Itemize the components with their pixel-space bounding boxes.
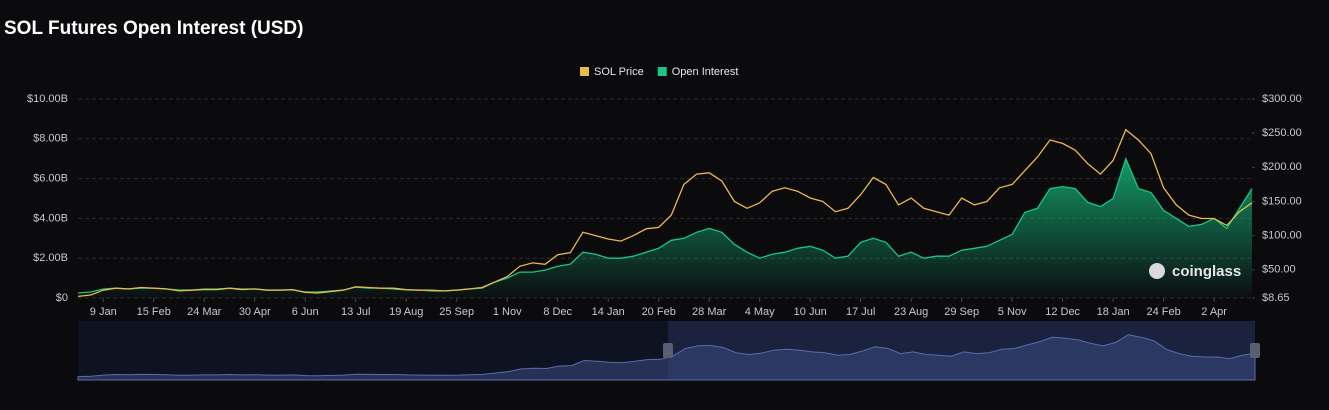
y-tick-label: $10.00B	[27, 93, 68, 105]
line	[77, 128, 1253, 298]
watermark: coinglass	[1172, 263, 1241, 280]
x-tick-label: 25 Sep	[439, 306, 474, 318]
legend-swatch	[580, 67, 589, 76]
chart-title: SOL Futures Open Interest (USD)	[4, 18, 303, 39]
x-tick-label: 30 Apr	[239, 306, 271, 318]
y-tick-label: $2.00B	[33, 252, 68, 264]
x-tick-label: 6 Jun	[292, 306, 319, 318]
y2-tick-label: $100.00	[1262, 230, 1302, 242]
y2-tick-label: $250.00	[1262, 127, 1302, 139]
y-tick-label: $0	[56, 292, 68, 304]
y-tick-label: $4.00B	[33, 212, 68, 224]
area	[78, 158, 1252, 298]
y-tick-label: $6.00B	[33, 173, 68, 185]
navigator-area	[77, 334, 1256, 381]
navigator-handle[interactable]	[1250, 343, 1260, 358]
y2-tick-label: $300.00	[1262, 93, 1302, 105]
navigator-handle[interactable]	[663, 343, 673, 358]
y2-tick-label: $50.00	[1262, 264, 1296, 276]
x-tick-label: 28 Mar	[692, 306, 727, 318]
x-tick-label: 14 Jan	[592, 306, 625, 318]
x-tick-label: 10 Jun	[794, 306, 827, 318]
x-tick-label: 19 Aug	[389, 306, 423, 318]
x-tick-label: 20 Feb	[642, 306, 676, 318]
x-tick-label: 29 Sep	[944, 306, 979, 318]
plot	[77, 128, 1253, 298]
x-tick-label: 8 Dec	[543, 306, 572, 318]
x-tick-label: 5 Nov	[998, 306, 1027, 318]
x-tick-label: 23 Aug	[894, 306, 928, 318]
legend-label: SOL Price	[594, 66, 644, 78]
legend-label: Open Interest	[672, 66, 739, 78]
x-tick-label: 13 Jul	[341, 306, 370, 318]
x-tick-label: 17 Jul	[846, 306, 875, 318]
x-tick-label: 4 May	[745, 306, 775, 318]
x-tick-label: 24 Mar	[187, 306, 222, 318]
y2-tick-label: $200.00	[1262, 161, 1302, 173]
x-tick-label: 9 Jan	[90, 306, 117, 318]
grid: $0 $2.00B $4.00B $6.00B $8.00B $10.00B $8.65 $5…	[27, 93, 1302, 318]
x-tick-label: 2 Apr	[1201, 306, 1227, 318]
watermark-icon	[1149, 263, 1165, 279]
legend: SOL Price Open Interest	[580, 66, 738, 78]
y2-tick-label: $8.65	[1262, 292, 1290, 304]
watermark-logo: coinglass	[1149, 263, 1241, 280]
x-tick-label: 24 Feb	[1147, 306, 1181, 318]
x-tick-label: 15 Feb	[137, 306, 171, 318]
x-tick-label: 18 Jan	[1097, 306, 1130, 318]
x-tick-label: 1 Nov	[493, 306, 522, 318]
navigator	[77, 321, 1256, 381]
y-tick-label: $8.00B	[33, 133, 68, 145]
x-tick-label: 12 Dec	[1045, 306, 1080, 318]
legend-swatch	[657, 67, 667, 76]
y2-tick-label: $150.00	[1262, 195, 1302, 207]
